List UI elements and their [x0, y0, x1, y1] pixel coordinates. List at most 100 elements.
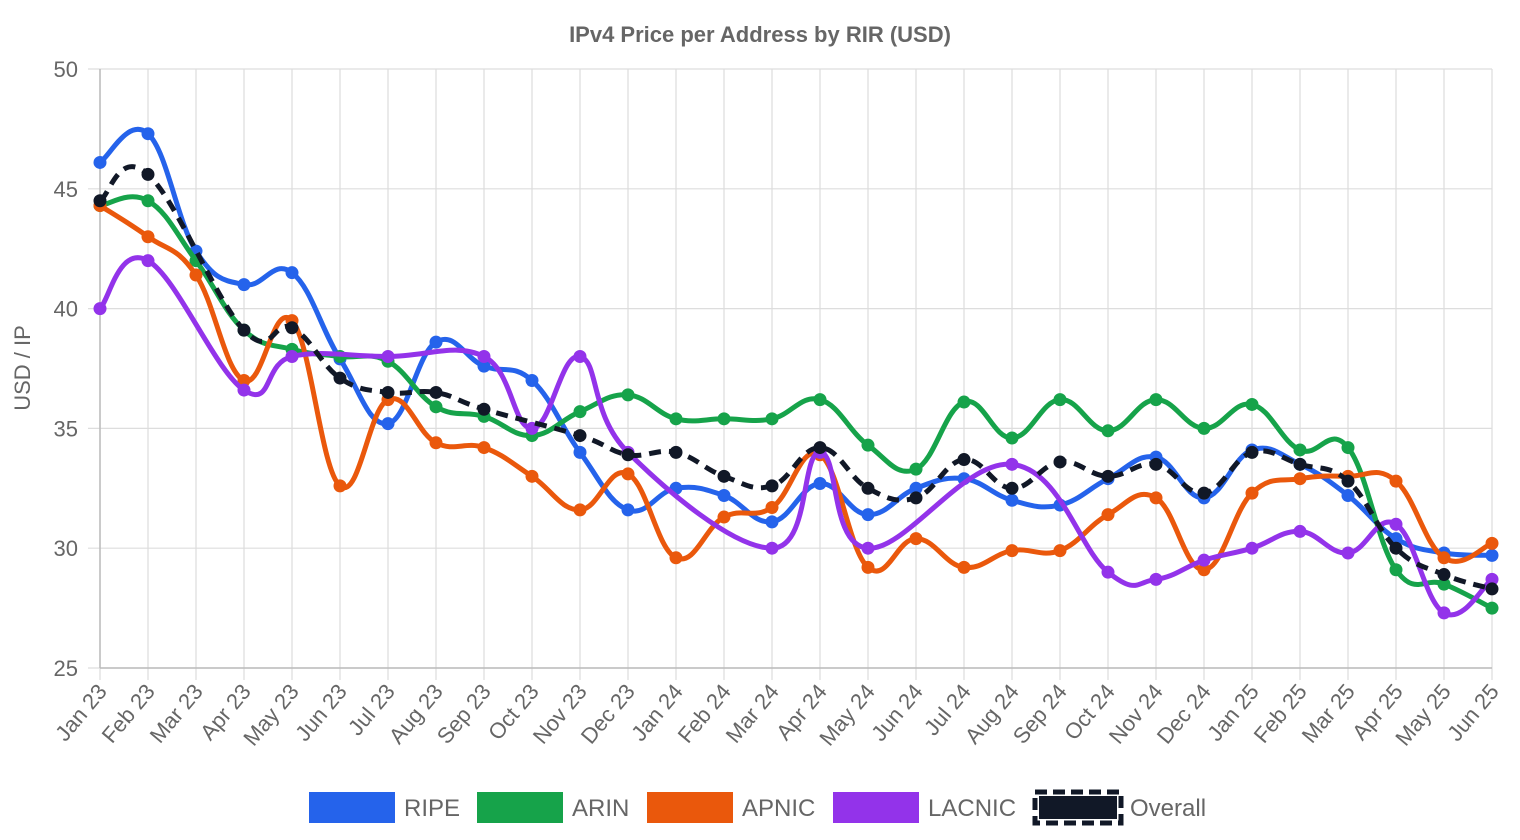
data-point-apnic — [1245, 486, 1259, 500]
data-point-arin — [717, 412, 731, 426]
series-line-overall — [98, 164, 1493, 592]
data-point-overall — [1245, 445, 1259, 459]
data-point-arin — [1197, 421, 1211, 435]
data-point-overall — [1485, 582, 1499, 596]
legend-label-apnic: APNIC — [742, 795, 815, 822]
data-point-lacnic — [1245, 541, 1259, 555]
x-tick-label: Jun 25 — [1442, 679, 1504, 746]
data-point-overall — [1149, 457, 1163, 471]
data-point-overall — [1389, 541, 1403, 555]
data-point-apnic — [1197, 563, 1211, 577]
x-tick-label: Mar 24 — [721, 679, 784, 748]
legend-swatch-lacnic — [833, 792, 919, 823]
data-point-apnic — [957, 560, 971, 574]
data-point-lacnic — [1341, 546, 1355, 560]
data-point-arin — [861, 438, 875, 452]
legend-item-apnic: APNIC — [647, 792, 815, 823]
data-point-ripe — [717, 488, 731, 502]
data-point-overall — [957, 453, 971, 467]
data-point-apnic — [765, 500, 779, 514]
chart-title: IPv4 Price per Address by RIR (USD) — [569, 22, 951, 47]
data-point-arin — [957, 395, 971, 409]
data-point-ripe — [621, 503, 635, 517]
x-tick-label: Jun 23 — [290, 679, 352, 746]
data-point-overall — [909, 491, 923, 505]
data-point-overall — [813, 441, 827, 455]
data-point-lacnic — [237, 383, 251, 397]
data-point-ripe — [909, 481, 923, 495]
data-point-overall — [1005, 481, 1019, 495]
data-point-ripe — [477, 359, 491, 373]
data-point-apnic — [525, 469, 539, 483]
data-point-overall — [1341, 474, 1355, 488]
data-point-overall — [93, 194, 107, 208]
data-point-arin — [1341, 441, 1355, 455]
data-point-ripe — [1485, 548, 1499, 562]
data-point-apnic — [1101, 508, 1115, 522]
data-point-apnic — [189, 268, 203, 282]
data-point-lacnic — [1389, 517, 1403, 531]
series-line-arin — [97, 194, 1495, 611]
data-point-arin — [1245, 397, 1259, 411]
data-point-lacnic — [1437, 606, 1451, 620]
legend-item-lacnic: LACNIC — [833, 792, 1016, 823]
data-point-ripe — [381, 417, 395, 431]
data-point-lacnic — [1005, 457, 1019, 471]
data-point-arin — [909, 462, 923, 476]
series-lacnic — [93, 254, 1499, 620]
data-point-overall — [1293, 457, 1307, 471]
data-point-apnic — [669, 551, 683, 565]
x-tick-label: Dec 23 — [576, 679, 640, 748]
legend-item-overall: Overall — [1032, 789, 1206, 826]
data-point-apnic — [1389, 474, 1403, 488]
data-point-apnic — [477, 441, 491, 455]
data-point-overall — [141, 167, 155, 181]
data-point-overall — [333, 371, 347, 385]
data-point-arin — [1485, 601, 1499, 615]
series-line-apnic — [97, 203, 1495, 574]
data-point-apnic — [429, 436, 443, 450]
data-point-overall — [861, 481, 875, 495]
data-point-apnic — [1485, 536, 1499, 550]
legend-swatch-ripe — [309, 792, 395, 823]
series-overall — [93, 164, 1499, 596]
data-point-ripe — [573, 445, 587, 459]
data-point-lacnic — [381, 350, 395, 364]
data-point-ripe — [813, 477, 827, 491]
data-point-overall — [1197, 486, 1211, 500]
data-point-apnic — [1005, 544, 1019, 558]
x-tick-label: Dec 24 — [1152, 679, 1216, 748]
data-point-overall — [237, 323, 251, 337]
data-point-arin — [765, 412, 779, 426]
x-tick-label: Sep 23 — [432, 679, 496, 748]
data-point-apnic — [573, 503, 587, 517]
y-axis-ticks: 25 30 35 40 45 50 — [54, 57, 78, 681]
data-point-arin — [1437, 577, 1451, 591]
data-point-ripe — [237, 278, 251, 292]
data-point-apnic — [861, 560, 875, 574]
data-point-arin — [1293, 443, 1307, 457]
data-point-ripe — [429, 335, 443, 349]
data-point-lacnic — [477, 350, 491, 364]
legend-label-arin: ARIN — [572, 795, 629, 822]
data-point-arin — [813, 393, 827, 407]
data-point-overall — [1437, 568, 1451, 582]
data-point-overall — [1053, 455, 1067, 469]
data-point-apnic — [717, 510, 731, 524]
data-point-lacnic — [861, 541, 875, 555]
legend-label-ripe: RIPE — [404, 795, 460, 822]
y-tick-label: 30 — [54, 536, 78, 561]
x-tick-label: Sep 24 — [1008, 679, 1072, 748]
data-point-overall — [477, 402, 491, 416]
x-tick-label: Mar 23 — [145, 679, 208, 748]
series-layer — [93, 126, 1499, 620]
series-apnic — [93, 199, 1499, 577]
data-point-ripe — [93, 155, 107, 169]
legend-swatch-fill-overall — [1039, 796, 1117, 819]
data-point-arin — [141, 194, 155, 208]
y-tick-label: 25 — [54, 656, 78, 681]
y-tick-label: 35 — [54, 416, 78, 441]
series-arin — [93, 194, 1499, 615]
